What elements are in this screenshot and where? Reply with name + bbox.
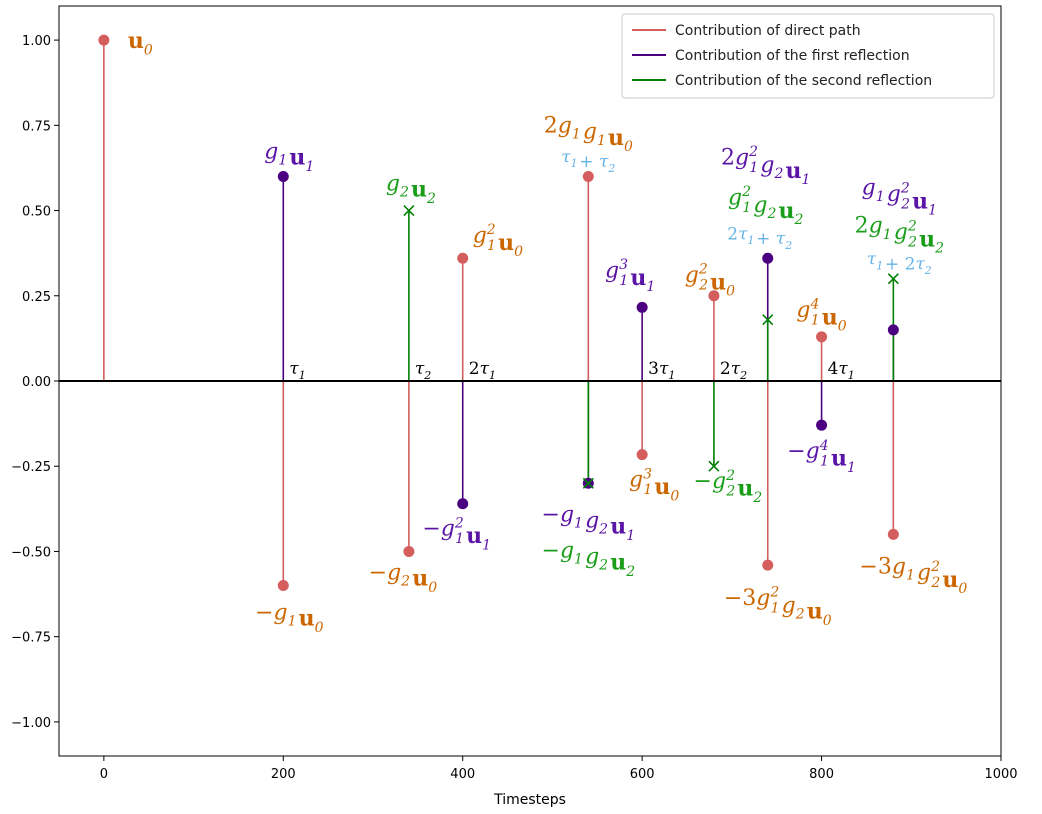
point-annotation: g2 1 g2 u2	[728, 184, 803, 228]
point-annotation: g2 u2	[386, 172, 436, 207]
y-tick-label: −0.50	[11, 545, 51, 560]
point-annotation: τ1 + 2τ2	[867, 250, 932, 278]
point-annotation: g1 g2 2 u1	[862, 176, 937, 219]
point-annotation: 2g1 g1 u0	[544, 113, 633, 154]
delay-label: 2τ2	[720, 359, 747, 382]
direct-path-marker	[887, 528, 899, 540]
direct-path-marker	[582, 170, 594, 182]
delay-label: τ1	[289, 359, 305, 382]
point-annotation: −g2 2 u2	[694, 468, 763, 506]
point-annotation: 2g1 g2 2 u2	[855, 214, 944, 257]
y-tick-label: −0.75	[11, 631, 51, 646]
first-reflection-marker	[636, 301, 648, 313]
markers	[98, 34, 899, 592]
delay-label: 2τ1	[469, 359, 496, 382]
first-reflection-marker	[277, 170, 289, 182]
y-tick-label: 0.50	[22, 205, 51, 220]
point-annotation: −g1 g2 u1	[542, 502, 636, 543]
delay-label: τ2	[415, 359, 431, 382]
direct-path-marker	[816, 331, 828, 343]
point-annotation: −3g1 g2 2 u0	[859, 554, 967, 597]
legend-entry: Contribution of the second reflection	[675, 73, 932, 89]
legend-entry: Contribution of the first reflection	[675, 48, 910, 64]
second-reflection-marker	[887, 273, 899, 285]
second-reflection-marker	[582, 477, 594, 489]
point-annotation: g1 u1	[264, 139, 314, 174]
legend: Contribution of direct path Contribution …	[621, 13, 995, 99]
y-tick-label: 0.25	[22, 290, 51, 305]
direct-path-marker	[636, 449, 648, 461]
y-tick-label: 0.00	[22, 375, 51, 390]
x-tick-label: 400	[450, 767, 475, 782]
point-annotation: 2g2 1 g2 u1	[721, 144, 810, 188]
x-tick-label: 200	[271, 767, 296, 782]
legend-box	[621, 13, 995, 99]
point-annotation: g2 1 u0	[473, 222, 523, 260]
delay-labels: τ1 τ2 2τ1 3τ1 2τ2 4τ1	[289, 359, 855, 382]
point-annotation: u0	[128, 28, 153, 58]
annotations: u0 −g1 u0 g1 u1 g2 u2 −g2 u0 g2 1 u0 −g2 1 u1 2g1…	[128, 28, 967, 636]
second-reflection-marker	[762, 314, 774, 326]
point-annotation: −g2 1 u1	[422, 515, 491, 553]
point-annotation: g3 1 u1	[605, 257, 655, 295]
point-annotation: g3 1 u0	[629, 466, 679, 504]
point-annotation: −g4 1 u1	[787, 438, 856, 476]
direct-path-marker	[403, 545, 415, 557]
direct-path-marker	[708, 290, 720, 302]
direct-path-marker	[98, 34, 110, 46]
point-annotation: τ1 + τ2	[561, 147, 615, 175]
point-annotation: g4 1 u0	[796, 296, 846, 334]
y-tick-label: −0.25	[11, 460, 51, 475]
y-tick-label: −1.00	[11, 716, 51, 731]
delay-label: 4τ1	[828, 359, 855, 382]
x-tick-label: 600	[630, 767, 655, 782]
x-tick-label: 0	[100, 767, 108, 782]
direct-path-marker	[277, 580, 289, 592]
second-reflection-marker	[403, 204, 415, 217]
point-annotation: −3g2 1 g2 u0	[724, 585, 832, 629]
delay-label: 3τ1	[648, 359, 675, 382]
direct-path-marker	[457, 252, 469, 264]
y-tick-label: 0.75	[22, 119, 51, 134]
second-reflection-marker	[708, 460, 720, 472]
point-annotation: 2τ1 + τ2	[727, 224, 792, 252]
y-tick-label: 1.00	[22, 34, 51, 49]
direct-path-marker	[762, 559, 774, 571]
point-annotation: g2 2 u0	[685, 261, 735, 299]
point-annotation: −g2 u0	[369, 560, 438, 595]
x-tick-label: 1000	[984, 767, 1017, 782]
point-annotation: −g1 u0	[255, 601, 324, 636]
x-tick-label: 800	[809, 767, 834, 782]
first-reflection-marker	[887, 324, 899, 336]
first-reflection-marker	[762, 252, 774, 264]
legend-entry: Contribution of direct path	[675, 23, 861, 39]
stems	[103, 40, 895, 586]
axis-ticks: 0 200 400 600 800 1000 −1.00 −0.75 −0.50 −0.25 0.0…	[11, 34, 1017, 782]
first-reflection-marker	[816, 419, 828, 431]
first-reflection-marker	[457, 498, 469, 510]
point-annotation: −g1 g2 u2	[542, 538, 636, 579]
x-axis-label: Timesteps	[493, 792, 566, 808]
